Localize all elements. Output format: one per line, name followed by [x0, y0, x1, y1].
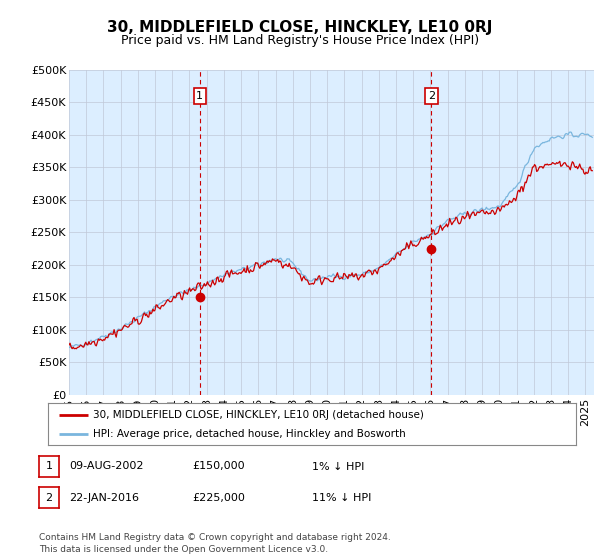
Text: Contains HM Land Registry data © Crown copyright and database right 2024.
This d: Contains HM Land Registry data © Crown c…	[39, 533, 391, 554]
Text: 11% ↓ HPI: 11% ↓ HPI	[312, 493, 371, 503]
Text: Price paid vs. HM Land Registry's House Price Index (HPI): Price paid vs. HM Land Registry's House …	[121, 34, 479, 46]
Text: 30, MIDDLEFIELD CLOSE, HINCKLEY, LE10 0RJ (detached house): 30, MIDDLEFIELD CLOSE, HINCKLEY, LE10 0R…	[93, 409, 424, 419]
Text: 1: 1	[46, 461, 52, 472]
Text: 1% ↓ HPI: 1% ↓ HPI	[312, 461, 364, 472]
Text: 1: 1	[196, 91, 203, 101]
Text: 22-JAN-2016: 22-JAN-2016	[69, 493, 139, 503]
Text: 09-AUG-2002: 09-AUG-2002	[69, 461, 143, 472]
Text: £150,000: £150,000	[192, 461, 245, 472]
Text: HPI: Average price, detached house, Hinckley and Bosworth: HPI: Average price, detached house, Hinc…	[93, 429, 406, 439]
Text: 2: 2	[46, 493, 52, 503]
Text: 30, MIDDLEFIELD CLOSE, HINCKLEY, LE10 0RJ: 30, MIDDLEFIELD CLOSE, HINCKLEY, LE10 0R…	[107, 20, 493, 35]
Text: £225,000: £225,000	[192, 493, 245, 503]
Text: 2: 2	[428, 91, 435, 101]
